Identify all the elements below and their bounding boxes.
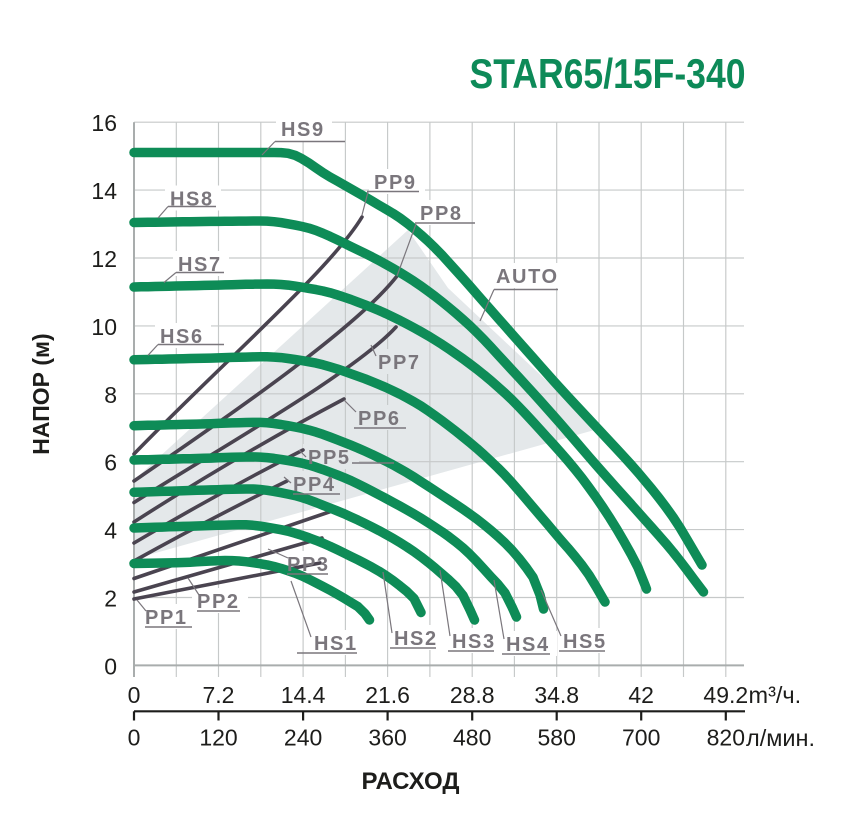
svg-text:AUTO: AUTO xyxy=(496,266,559,288)
svg-text:21.6: 21.6 xyxy=(365,682,410,708)
svg-text:m³/ч.: m³/ч. xyxy=(749,682,802,708)
svg-text:HS7: HS7 xyxy=(178,254,222,276)
svg-text:HS1: HS1 xyxy=(314,633,358,655)
svg-text:12: 12 xyxy=(91,246,117,272)
svg-text:РАСХОД: РАСХОД xyxy=(362,768,460,795)
svg-text:л/мин.: л/мин. xyxy=(746,725,815,751)
svg-text:42: 42 xyxy=(628,682,654,708)
svg-text:4: 4 xyxy=(104,518,117,544)
svg-text:PP2: PP2 xyxy=(197,591,240,613)
svg-text:PP9: PP9 xyxy=(374,172,417,194)
svg-text:10: 10 xyxy=(91,314,117,340)
svg-text:PP1: PP1 xyxy=(145,607,188,629)
svg-text:8: 8 xyxy=(104,382,117,408)
svg-text:14: 14 xyxy=(91,178,117,204)
svg-text:700: 700 xyxy=(622,725,660,751)
svg-text:0: 0 xyxy=(104,653,117,679)
svg-text:0: 0 xyxy=(128,682,141,708)
svg-text:360: 360 xyxy=(368,725,406,751)
svg-text:240: 240 xyxy=(284,725,322,751)
svg-text:HS4: HS4 xyxy=(506,634,550,656)
svg-text:STAR65/15F-340: STAR65/15F-340 xyxy=(470,50,746,97)
svg-text:PP3: PP3 xyxy=(287,554,330,576)
svg-text:PP6: PP6 xyxy=(358,408,401,430)
svg-text:HS2: HS2 xyxy=(394,628,438,650)
svg-text:49.2: 49.2 xyxy=(703,682,748,708)
svg-text:820: 820 xyxy=(707,725,745,751)
svg-text:HS6: HS6 xyxy=(160,326,204,348)
svg-text:HS8: HS8 xyxy=(170,189,214,211)
svg-text:0: 0 xyxy=(128,725,141,751)
svg-text:2: 2 xyxy=(104,586,117,612)
svg-text:PP8: PP8 xyxy=(420,203,463,225)
svg-text:480: 480 xyxy=(453,725,491,751)
svg-text:580: 580 xyxy=(538,725,576,751)
svg-text:7.2: 7.2 xyxy=(203,682,235,708)
svg-text:34.8: 34.8 xyxy=(534,682,579,708)
svg-text:HS5: HS5 xyxy=(563,631,607,653)
svg-text:14.4: 14.4 xyxy=(281,682,326,708)
svg-text:28.8: 28.8 xyxy=(450,682,495,708)
svg-text:НАПОР (м): НАПОР (м) xyxy=(28,333,54,454)
svg-text:16: 16 xyxy=(91,110,117,136)
svg-text:PP4: PP4 xyxy=(293,474,336,496)
svg-text:HS3: HS3 xyxy=(452,631,496,653)
svg-text:HS9: HS9 xyxy=(281,119,325,141)
svg-text:6: 6 xyxy=(104,450,117,476)
svg-text:120: 120 xyxy=(199,725,237,751)
svg-text:PP5: PP5 xyxy=(308,447,351,469)
svg-text:PP7: PP7 xyxy=(378,352,421,374)
